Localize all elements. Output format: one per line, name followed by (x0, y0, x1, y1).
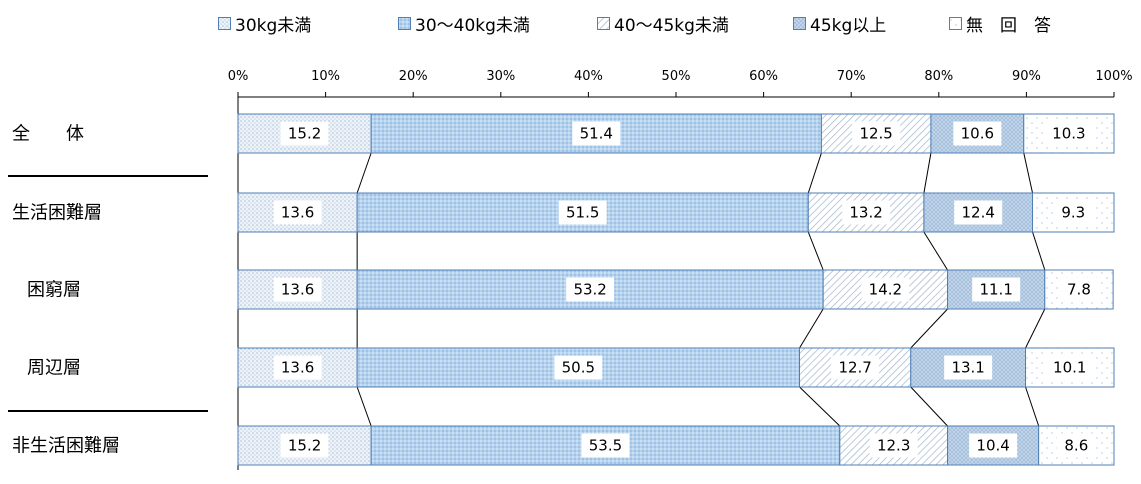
legend-swatch (949, 16, 962, 30)
data-label: 50.5 (562, 359, 595, 377)
legend-label: 45kg以上 (810, 15, 887, 36)
connector-line (807, 231, 824, 271)
data-label: 13.6 (281, 281, 314, 299)
x-tick-label: 0% (228, 69, 249, 84)
data-label: 10.1 (1053, 359, 1086, 377)
data-label-bg (1045, 355, 1094, 380)
data-label-bg (972, 277, 1021, 302)
data-label-bg (273, 277, 322, 302)
legend-label: 40～45kg未満 (614, 15, 729, 36)
data-label-bg (581, 433, 630, 458)
connector-line (923, 231, 948, 271)
data-label: 14.2 (869, 281, 902, 299)
legend-swatch (793, 16, 806, 30)
data-label-bg (852, 121, 901, 146)
connector-line (910, 308, 948, 349)
legend-swatch (398, 16, 411, 30)
connector-line (910, 386, 948, 427)
data-label-bg (273, 200, 322, 225)
data-label-bg (572, 121, 621, 146)
data-label: 13.6 (281, 204, 314, 222)
chart-legend: 30kg未満 30～40kg未満 40～45kg未満 45kg以上 無 回 答 (0, 8, 1141, 38)
data-label: 10.6 (961, 125, 994, 143)
connector-line (799, 308, 824, 349)
connector-line (799, 386, 841, 427)
legend-item: 40～45kg未満 (597, 8, 729, 38)
data-label: 13.6 (281, 359, 314, 377)
connector-line (1032, 231, 1046, 271)
connector-line (356, 152, 372, 194)
legend-swatch (218, 16, 231, 30)
x-tick-label: 100% (1095, 69, 1132, 84)
connector-line (1023, 152, 1034, 194)
data-label-bg (953, 121, 1002, 146)
connector-line (807, 152, 822, 194)
legend-item: 無 回 答 (949, 8, 1051, 38)
data-label-bg (944, 355, 993, 380)
category-label: 生活困難層 (12, 203, 102, 224)
legend-label: 無 回 答 (966, 15, 1051, 36)
data-label: 13.1 (951, 359, 984, 377)
data-label: 7.8 (1067, 281, 1091, 299)
x-tick-label: 90% (1012, 69, 1041, 84)
data-label: 10.3 (1052, 125, 1085, 143)
connector-line (1025, 308, 1046, 349)
legend-item: 30kg未満 (218, 8, 311, 38)
data-label: 15.2 (288, 125, 321, 143)
x-tick-label: 10% (311, 69, 340, 84)
data-label: 53.5 (589, 437, 622, 455)
data-label: 8.6 (1064, 437, 1088, 455)
data-label-bg (1044, 121, 1093, 146)
x-tick-label: 30% (486, 69, 515, 84)
data-label-bg (842, 200, 891, 225)
data-label: 12.3 (877, 437, 910, 455)
data-label: 12.4 (962, 204, 995, 222)
data-label-bg (1059, 277, 1099, 302)
data-label-bg (566, 277, 615, 302)
data-label: 13.2 (849, 204, 882, 222)
connector-line (1025, 386, 1040, 427)
data-label-bg (280, 433, 329, 458)
connector-line (923, 152, 932, 194)
category-label: 困窮層 (27, 280, 81, 301)
data-label: 10.4 (976, 437, 1009, 455)
x-tick-label: 80% (924, 69, 953, 84)
data-label-bg (969, 433, 1018, 458)
legend-label: 30～40kg未満 (415, 15, 530, 36)
legend-item: 45kg以上 (793, 8, 886, 38)
x-tick-label: 20% (399, 69, 428, 84)
data-label: 53.2 (573, 281, 606, 299)
category-label: 非生活困難層 (12, 436, 120, 457)
data-label: 51.5 (566, 204, 599, 222)
category-label: 周辺層 (27, 358, 81, 379)
data-label: 51.4 (580, 125, 613, 143)
data-label-bg (869, 433, 918, 458)
data-label-bg (1056, 433, 1096, 458)
x-tick-label: 60% (749, 69, 778, 84)
legend-swatch (597, 16, 610, 30)
x-tick-label: 50% (662, 69, 691, 84)
data-label: 15.2 (288, 437, 321, 455)
data-label: 11.1 (979, 281, 1012, 299)
x-tick-label: 70% (837, 69, 866, 84)
data-label-bg (954, 200, 1003, 225)
legend-item: 30～40kg未満 (398, 8, 530, 38)
data-label: 9.3 (1061, 204, 1085, 222)
data-label: 12.5 (859, 125, 892, 143)
data-label-bg (558, 200, 607, 225)
data-label-bg (861, 277, 910, 302)
data-label-bg (280, 121, 329, 146)
data-label-bg (1053, 200, 1093, 225)
connector-line (356, 386, 372, 427)
category-label: 全 体 (12, 124, 84, 145)
legend-label: 30kg未満 (235, 15, 312, 36)
data-label-bg (273, 355, 322, 380)
x-tick-label: 40% (574, 69, 603, 84)
data-label-bg (554, 355, 603, 380)
data-label-bg (831, 355, 880, 380)
data-label: 12.7 (838, 359, 871, 377)
bar-segment (356, 347, 801, 388)
